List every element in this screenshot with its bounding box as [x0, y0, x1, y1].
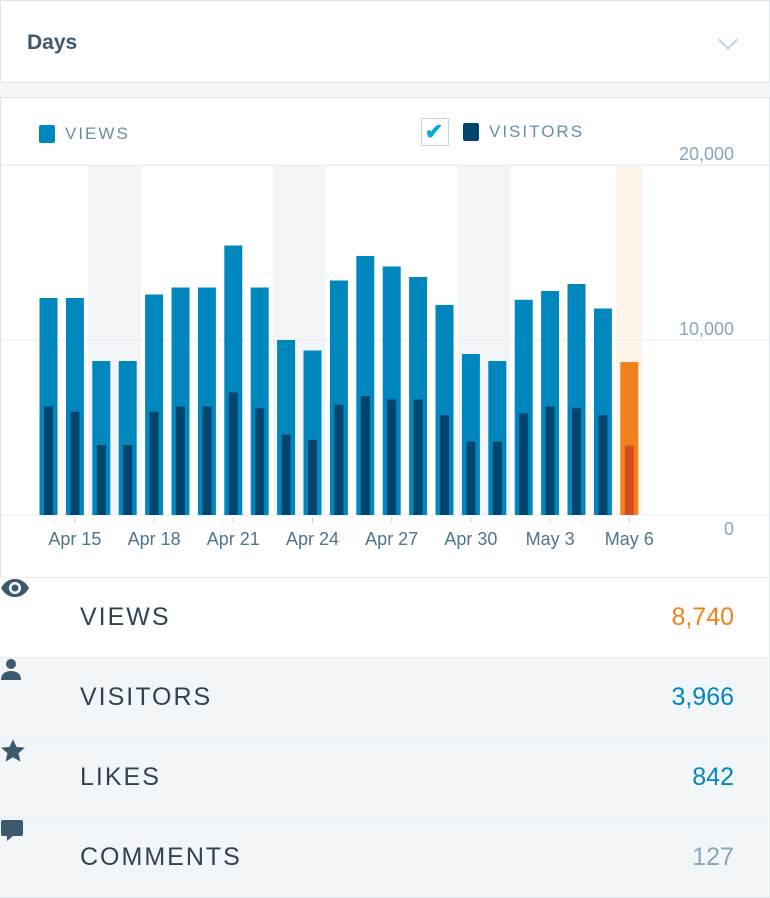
- visitors-swatch: [463, 123, 479, 141]
- bar-chart: 0 10,000 20,000 Apr 15 Apr 18 Apr 21 Apr 24 Apr…: [1, 144, 769, 549]
- visitors-bar: [176, 406, 185, 515]
- x-tick-label: May 6: [605, 529, 654, 549]
- visitors-bar: [413, 399, 423, 515]
- views-swatch: [39, 125, 55, 143]
- visitors-bar: [123, 445, 133, 515]
- visitors-bar: [281, 434, 291, 515]
- visitors-bar: [440, 415, 449, 515]
- stat-row-comments[interactable]: COMMENTS 127: [0, 817, 768, 897]
- legend-visitors[interactable]: ✔ VISITORS: [421, 118, 584, 146]
- x-tick-label: Apr 27: [365, 529, 418, 549]
- y-tick-label: 0: [724, 519, 734, 539]
- legend-views-label: VIEWS: [65, 124, 130, 143]
- stat-value: 127: [692, 843, 734, 871]
- x-tick-label: Apr 18: [128, 529, 181, 549]
- stat-value: 8,740: [671, 603, 734, 631]
- visitors-bar: [572, 408, 581, 515]
- stat-label: COMMENTS: [80, 843, 242, 871]
- visitors-bar: [228, 392, 238, 515]
- visitors-bar: [70, 411, 80, 515]
- y-tick-label: 10,000: [679, 319, 734, 339]
- period-select[interactable]: Days: [0, 0, 770, 83]
- visitors-bar: [334, 404, 344, 515]
- legend-views: VIEWS: [39, 124, 130, 144]
- visitors-bar: [360, 396, 370, 515]
- x-tick-label: May 3: [526, 529, 575, 549]
- visitors-bar: [624, 445, 634, 515]
- stat-row-views[interactable]: VIEWS 8,740: [0, 577, 768, 657]
- visitors-checkbox[interactable]: ✔: [421, 118, 449, 146]
- visitors-bar: [44, 406, 53, 515]
- stat-value: 3,966: [671, 683, 734, 711]
- stat-label: VIEWS: [80, 603, 171, 631]
- stat-row-visitors[interactable]: VISITORS 3,966: [0, 657, 768, 737]
- visitors-bar: [149, 411, 159, 515]
- visitors-bar: [308, 439, 317, 515]
- visitors-bar: [202, 406, 212, 515]
- x-tick-label: Apr 21: [207, 529, 260, 549]
- period-label: Days: [27, 31, 78, 54]
- chevron-down-icon: [718, 30, 738, 50]
- x-tick-label: Apr 24: [286, 529, 339, 549]
- stat-row-likes[interactable]: LIKES 842: [0, 737, 768, 817]
- visitors-bar: [387, 399, 397, 515]
- visitors-bar: [545, 406, 555, 515]
- visitors-bar: [492, 441, 502, 515]
- y-tick-label: 20,000: [679, 144, 734, 164]
- stat-value: 842: [692, 763, 734, 791]
- stat-label: VISITORS: [80, 683, 213, 711]
- visitors-bar: [598, 415, 608, 515]
- x-tick-label: Apr 30: [444, 529, 497, 549]
- visitors-bar: [255, 408, 265, 515]
- visitors-bar: [96, 445, 106, 515]
- visitors-bar: [466, 441, 476, 515]
- stat-label: LIKES: [80, 763, 161, 791]
- visitors-bar: [519, 413, 529, 515]
- legend-visitors-label: VISITORS: [489, 122, 585, 141]
- x-tick-label: Apr 15: [48, 529, 101, 549]
